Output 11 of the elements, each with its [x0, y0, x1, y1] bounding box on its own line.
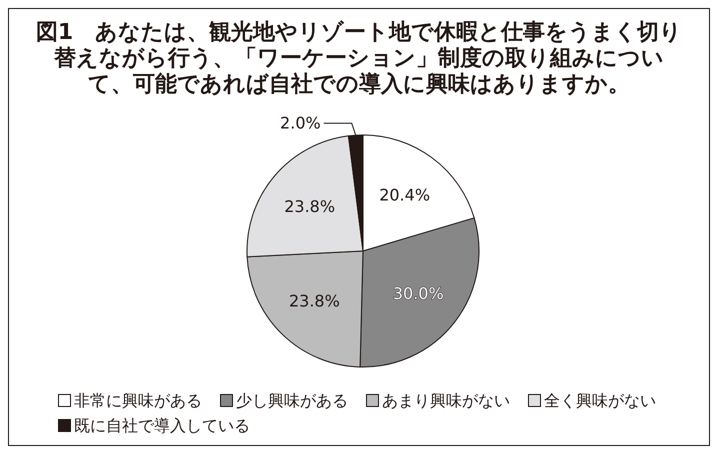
legend-label: 全く興味がない	[544, 390, 656, 412]
legend-label: 少し興味がある	[236, 390, 348, 412]
legend-label: 非常に興味がある	[74, 390, 202, 412]
legend-label: あまり興味がない	[382, 390, 510, 412]
chart-title: 図1 あなたは、観光地やリゾート地で休暇と仕事をうまく切り替えながら行う、「ワーケーション」制度の取り組みについて、可能であれば自社での導入に興味はありますか。	[35, 20, 683, 98]
legend-label: 既に自社で導入している	[74, 415, 250, 437]
data-label: 23.8%	[284, 196, 336, 216]
data-label: 30.0%	[392, 284, 444, 303]
data-label: 23.8%	[288, 291, 340, 310]
data-label: 2.0%	[280, 114, 321, 133]
data-label: 20.4%	[379, 186, 430, 205]
